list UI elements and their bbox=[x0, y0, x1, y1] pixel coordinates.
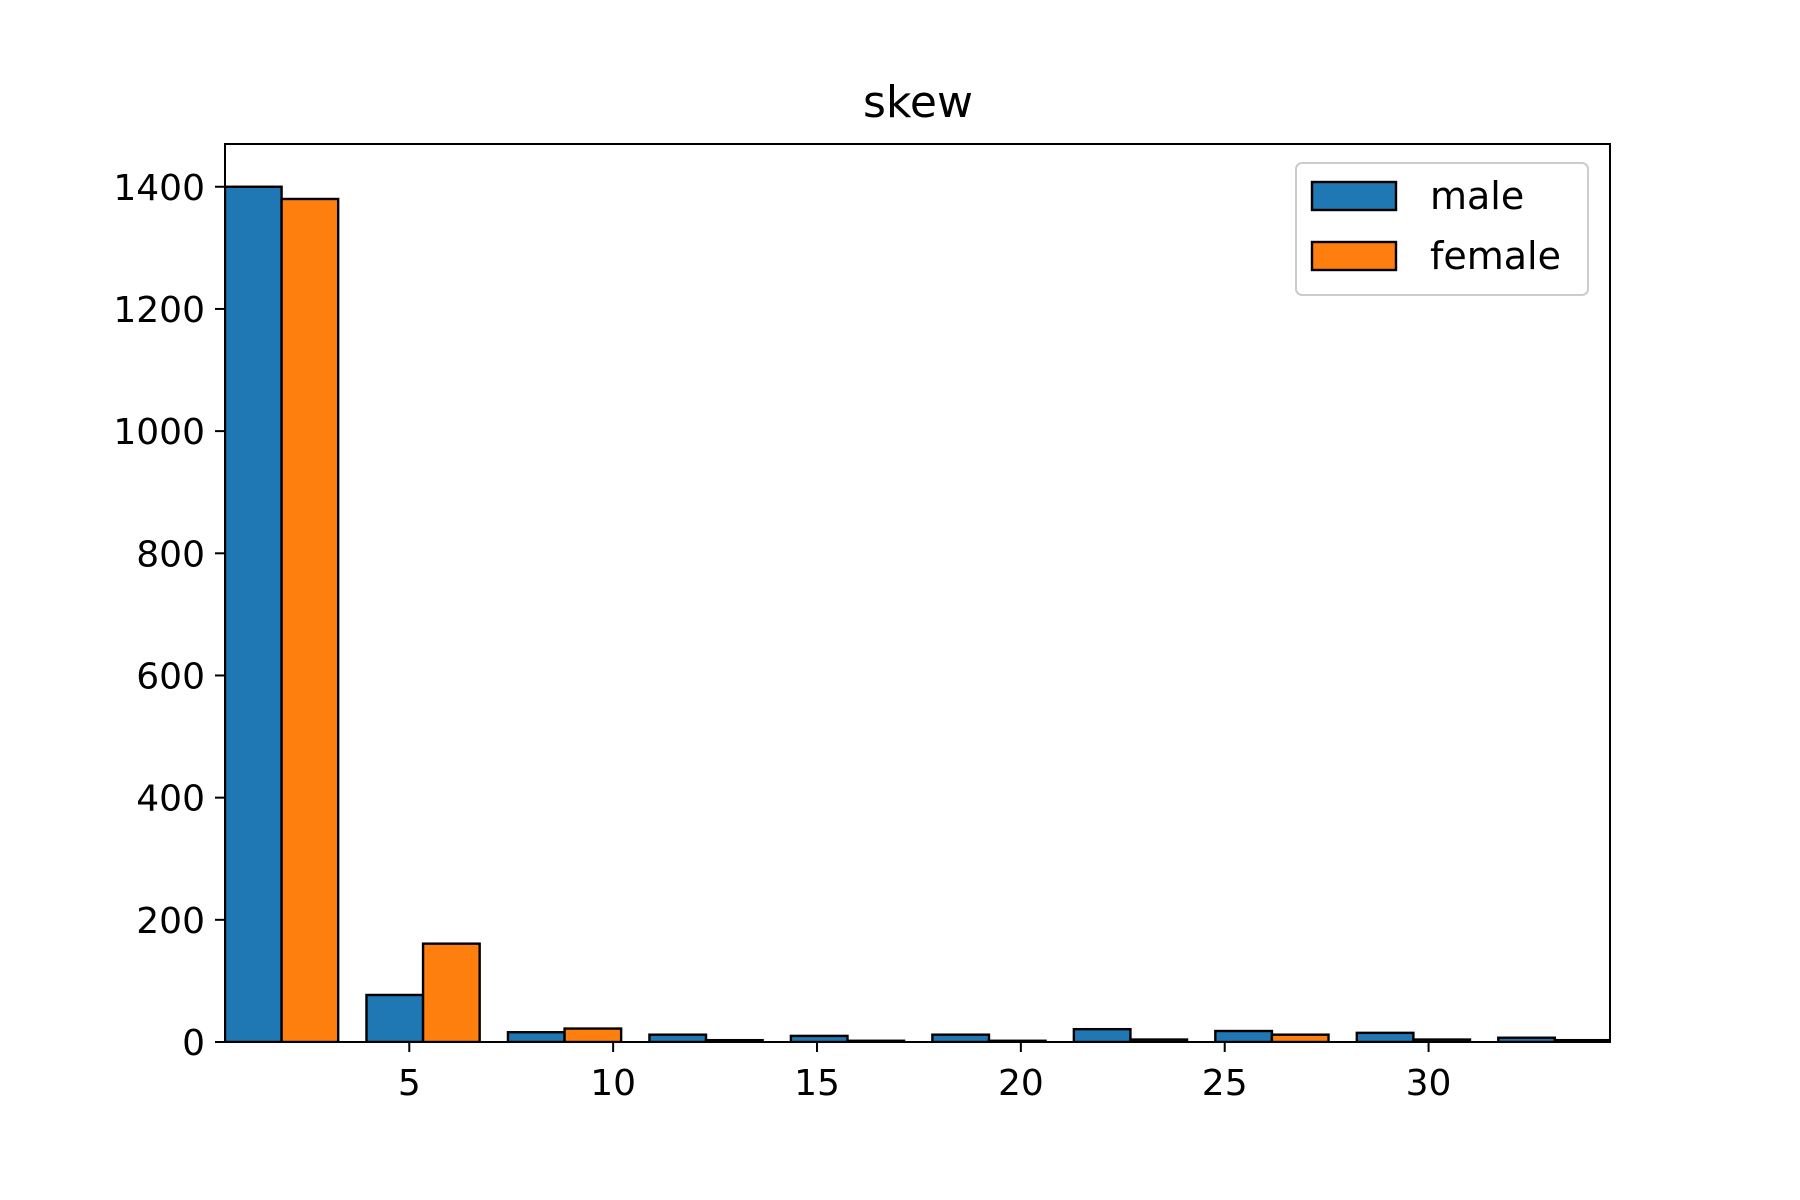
bars-group bbox=[225, 185, 1610, 1042]
legend: male female bbox=[1295, 162, 1589, 296]
x-tick-label: 10 bbox=[590, 1063, 636, 1104]
bar-female-7 bbox=[1270, 1033, 1330, 1042]
legend-label-male: male bbox=[1430, 174, 1524, 218]
y-tick-label: 1200 bbox=[113, 290, 205, 331]
bar-male-3 bbox=[648, 1033, 708, 1042]
y-tick-label: 0 bbox=[182, 1023, 205, 1064]
y-tick-label: 200 bbox=[136, 901, 205, 942]
y-tick-label: 1400 bbox=[113, 168, 205, 209]
chart-title: skew bbox=[863, 77, 973, 128]
bar-male-1 bbox=[365, 993, 425, 1042]
y-axis: 0 200 400 600 800 1000 1200 1400 bbox=[113, 168, 225, 1064]
bar-female-6 bbox=[1129, 1038, 1189, 1042]
bar-male-5 bbox=[931, 1033, 991, 1042]
x-tick-label: 5 bbox=[398, 1063, 421, 1104]
x-tick-label: 20 bbox=[998, 1063, 1044, 1104]
legend-label-female: female bbox=[1430, 234, 1561, 278]
x-tick-label: 25 bbox=[1202, 1063, 1248, 1104]
bar-male-2 bbox=[506, 1031, 566, 1042]
y-tick-label: 400 bbox=[136, 779, 205, 820]
bar-male-8 bbox=[1355, 1031, 1415, 1042]
bar-male-0 bbox=[225, 185, 283, 1042]
y-tick-label: 800 bbox=[136, 534, 205, 575]
x-tick-label: 30 bbox=[1406, 1063, 1452, 1104]
x-tick-label: 15 bbox=[794, 1063, 840, 1104]
legend-swatch-male bbox=[1310, 180, 1398, 212]
legend-swatch-female bbox=[1310, 240, 1398, 272]
bar-female-2 bbox=[563, 1027, 623, 1042]
y-tick-label: 1000 bbox=[113, 412, 205, 453]
bar-female-0 bbox=[280, 197, 340, 1042]
bar-female-8 bbox=[1412, 1038, 1472, 1042]
plot-frame bbox=[224, 143, 1611, 1043]
y-tick-label: 600 bbox=[136, 656, 205, 697]
x-axis: 5 10 15 20 25 30 bbox=[398, 1042, 1452, 1104]
bar-female-1 bbox=[421, 942, 481, 1042]
bar-male-7 bbox=[1214, 1029, 1274, 1042]
bar-male-6 bbox=[1072, 1027, 1132, 1042]
